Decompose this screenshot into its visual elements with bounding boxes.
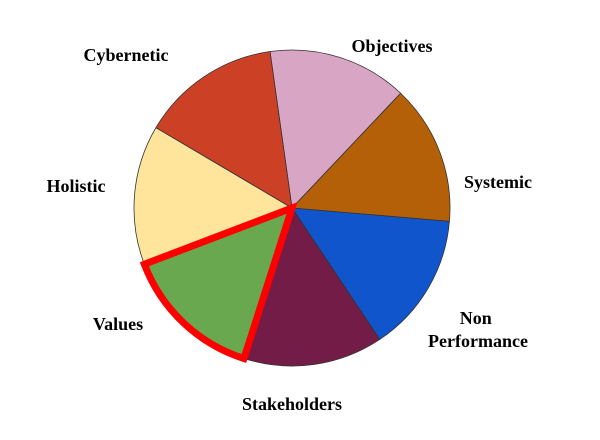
pie-slice-stakeholders: [243, 207, 381, 367]
highlight-outline-values: [139, 202, 298, 363]
slice-label-objectives: Objectives: [352, 36, 433, 56]
slice-label-non-performance: Non Performance: [428, 308, 528, 351]
slice-label-cybernetic: Cybernetic: [84, 45, 169, 65]
slice-label-systemic: Systemic: [464, 172, 532, 192]
pie-slice-objectives: [269, 49, 402, 209]
pie-slice-non-performance: [291, 207, 450, 340]
slice-label-holistic: Holistic: [47, 176, 106, 196]
pie-labels: Objectives Systemic Non Performance Stak…: [47, 36, 533, 414]
highlight-layer: [139, 202, 298, 363]
pie-slice-systemic: [291, 92, 451, 222]
pie-slice-cybernetic: [155, 51, 293, 209]
pie-slice-holistic: [133, 127, 293, 265]
slice-label-values: Values: [93, 314, 143, 334]
slice-label-stakeholders: Stakeholders: [242, 394, 342, 414]
